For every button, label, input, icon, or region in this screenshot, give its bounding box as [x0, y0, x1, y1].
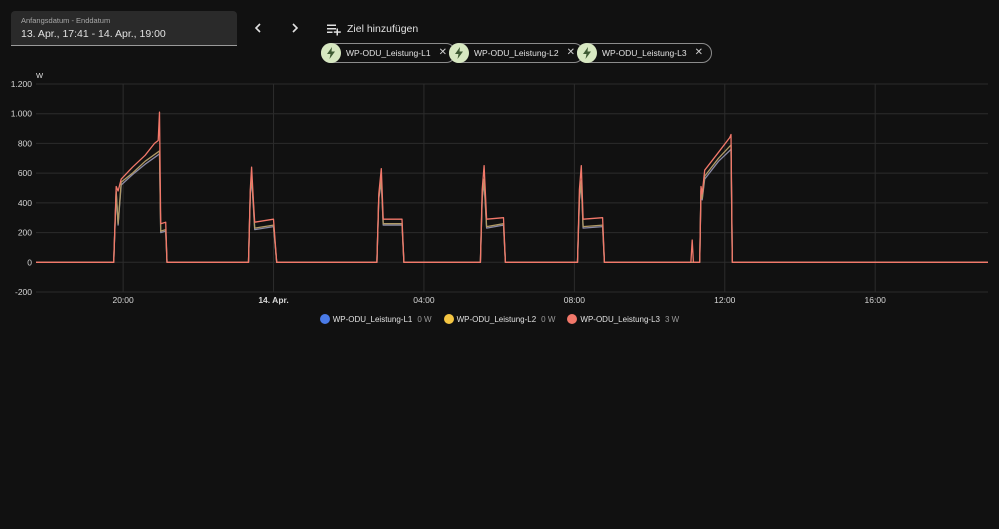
x-tick-label: 08:00	[564, 295, 586, 305]
flash-icon	[577, 43, 597, 63]
legend-dot	[567, 314, 578, 324]
y-tick-label: 0	[27, 257, 32, 267]
legend-dot	[319, 314, 330, 324]
x-tick-label: 20:00	[112, 295, 134, 305]
x-tick-label: 12:00	[714, 295, 736, 305]
series-line-l3	[36, 111, 988, 263]
chart-legend: WP-ODU_Leistung-L1 0 W WP-ODU_Leistung-L…	[0, 314, 999, 324]
legend-value: 0 W	[417, 314, 432, 324]
target-chip-label: WP-ODU_Leistung-L1	[346, 48, 431, 58]
date-range-field[interactable]: Anfangsdatum - Enddatum 13. Apr., 17:41 …	[11, 11, 237, 46]
date-range-value: 13. Apr., 17:41 - 14. Apr., 19:00	[21, 28, 166, 40]
y-tick-label: 600	[18, 168, 32, 178]
flash-icon	[449, 43, 469, 63]
add-target-label: Ziel hinzufügen	[347, 23, 419, 35]
playlist-add-icon	[327, 24, 341, 35]
add-target-button[interactable]: Ziel hinzufügen	[326, 20, 418, 38]
series-line-l2	[36, 144, 988, 263]
legend-name: WP-ODU_Leistung-L2	[456, 314, 537, 324]
y-tick-label: 400	[18, 198, 32, 208]
close-icon[interactable]: ✕	[566, 47, 575, 58]
legend-name: WP-ODU_Leistung-L1	[332, 314, 413, 324]
series-line-l1	[36, 148, 988, 263]
x-tick-label: 04:00	[413, 295, 435, 305]
previous-period-button[interactable]	[247, 17, 269, 39]
y-tick-label: 1.200	[11, 79, 33, 89]
legend-value: 0 W	[541, 314, 556, 324]
next-period-button[interactable]	[284, 17, 306, 39]
power-chart: -200 0 200 400 600 800 1.000 1.200 20:00 14. Apr.…	[11, 79, 988, 305]
y-tick-label: 1.000	[11, 109, 33, 119]
legend-name: WP-ODU_Leistung-L3	[580, 314, 660, 324]
close-icon[interactable]: ✕	[694, 47, 703, 58]
y-tick-label: -200	[15, 287, 32, 297]
legend-value: 3 W	[665, 314, 680, 324]
target-chip-label: WP-ODU_Leistung-L2	[474, 48, 559, 58]
close-icon[interactable]: ✕	[438, 47, 447, 58]
chevron-right-icon	[292, 23, 299, 33]
x-tick-label: 14. Apr.	[258, 295, 288, 305]
legend-item-l2[interactable]: WP-ODU_Leistung-L2 0 W	[443, 314, 556, 324]
chevron-left-icon	[254, 23, 261, 33]
x-tick-label: 16:00	[865, 295, 887, 305]
date-range-label: Anfangsdatum - Enddatum	[21, 16, 111, 25]
target-chip-l3[interactable]: WP-ODU_Leistung-L3 ✕	[577, 43, 712, 63]
target-chip-label: WP-ODU_Leistung-L3	[602, 48, 687, 58]
y-tick-label: 200	[18, 228, 32, 238]
legend-item-l1[interactable]: WP-ODU_Leistung-L1 0 W	[319, 314, 432, 324]
y-tick-label: 800	[18, 138, 32, 148]
y-axis-unit: W	[36, 71, 44, 80]
target-chip-l2[interactable]: WP-ODU_Leistung-L2 ✕	[449, 43, 584, 63]
legend-dot	[443, 314, 454, 324]
flash-icon	[321, 43, 341, 63]
legend-item-l3[interactable]: WP-ODU_Leistung-L3 3 W	[567, 314, 679, 324]
